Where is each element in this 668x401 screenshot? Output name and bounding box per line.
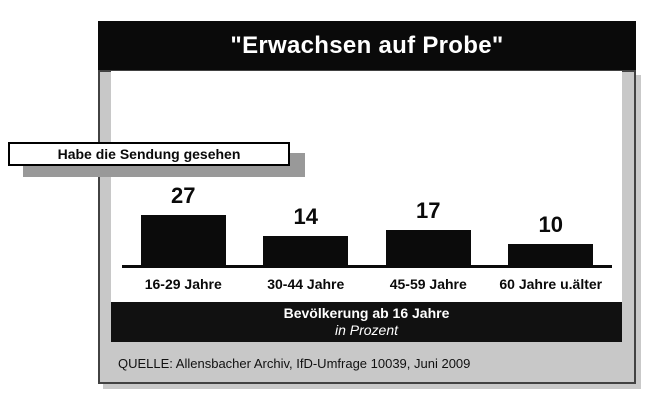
bar-value-label: 17 [416,198,441,223]
category-label-16-29: 16-29 Jahre [144,276,222,292]
bar-60-plus [508,244,594,265]
series-callout-label: Habe die Sendung gesehen [57,146,241,162]
category-label-60-plus: 60 Jahre u.älter [499,276,603,292]
bar-group-45-59: 17 [367,185,490,265]
category-label-30-44: 30-44 Jahre [267,276,345,292]
chart-title: "Erwachsen auf Probe" [230,31,504,59]
bar-group-30-44: 14 [245,185,368,265]
bar-value-label: 27 [171,183,196,208]
series-callout-box: Habe die Sendung gesehen [8,142,290,166]
chart-title-banner: "Erwachsen auf Probe" [98,21,636,70]
plot-area [111,71,622,342]
category-label-45-59: 45-59 Jahre [389,276,467,292]
bar-30-44 [263,236,349,265]
bar-45-59 [385,230,471,265]
source-citation: QUELLE: Allensbacher Archiv, IfD-Umfrage… [118,356,471,371]
bar-16-29 [140,215,226,265]
bar-group-60-plus: 10 [490,185,613,265]
bar-group-16-29: 27 [122,185,245,265]
bar-value-label: 14 [293,204,318,229]
bar-chart: 27 14 17 10 [122,185,612,268]
population-note: Bevölkerung ab 16 Jahre [283,305,450,321]
population-note-banner: Bevölkerung ab 16 Jahre in Prozent [111,302,622,342]
unit-note: in Prozent [334,322,399,338]
bar-value-label: 10 [538,212,563,237]
category-axis-labels: 16-29 Jahre 30-44 Jahre 45-59 Jahre 60 J… [122,276,612,292]
